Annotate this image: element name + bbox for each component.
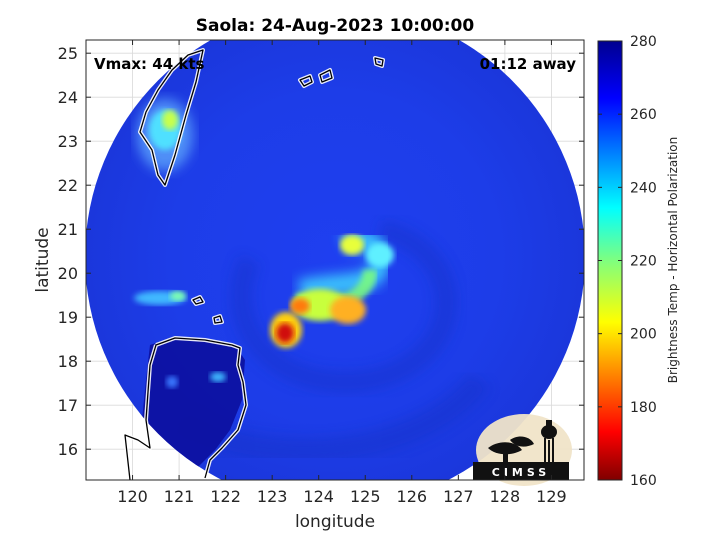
y-tick-label: 20 [58, 264, 78, 283]
colorbar: 160 180 200 220 240 260 280 Brightness Temp - … [597, 34, 680, 489]
time-away-label: 01:12 away [480, 55, 577, 73]
colorbar-tick-label: 220 [630, 254, 657, 270]
x-tick-label: 124 [303, 487, 334, 506]
coastlines [123, 48, 385, 480]
colorbar-label: Brightness Temp - Horizontal Polarizatio… [666, 137, 680, 384]
y-tick-label: 22 [58, 176, 78, 195]
y-tick-label: 24 [58, 88, 78, 107]
x-tick-label: 129 [536, 487, 567, 506]
y-tick-label: 17 [58, 396, 78, 415]
colorbar-tick-label: 280 [630, 34, 657, 50]
satellite-dish-icon [488, 436, 534, 462]
axes-frame [85, 39, 585, 481]
figure-title: Saola: 24-Aug-2023 10:00:00 [196, 16, 475, 36]
y-tick-label: 19 [58, 308, 78, 327]
colorbar-tick-label: 160 [630, 473, 657, 489]
x-tick-label: 125 [350, 487, 381, 506]
x-tick-label: 128 [490, 487, 521, 506]
x-tick-label: 120 [117, 487, 148, 506]
satellite-swath [86, 40, 584, 480]
y-tick-label: 21 [58, 220, 78, 239]
x-tick-label: 122 [210, 487, 241, 506]
x-tick-label: 123 [257, 487, 288, 506]
y-tick-label: 23 [58, 132, 78, 151]
colorbar-tick-label: 240 [630, 180, 657, 196]
x-tick-label: 121 [164, 487, 195, 506]
x-axis-label: longitude [295, 512, 375, 532]
x-tick-label: 127 [443, 487, 474, 506]
axis-ticks: 120 121 122 123 124 125 126 127 128 129 16 17 18 19 20… [58, 40, 584, 506]
x-tick-label: 126 [397, 487, 428, 506]
y-axis-label: latitude [33, 227, 53, 292]
y-tick-label: 16 [58, 440, 78, 459]
colorbar-tick-label: 180 [630, 400, 657, 416]
vmax-label: Vmax: 44 kts [94, 55, 204, 73]
colorbar-ticks: 160 180 200 220 240 260 280 [598, 34, 657, 489]
y-tick-label: 25 [58, 44, 78, 63]
cimss-logo: CIMSS [473, 414, 572, 486]
colorbar-tick-label: 260 [630, 107, 657, 123]
colorbar-tick-label: 200 [630, 327, 657, 343]
water-tower-icon [541, 420, 557, 462]
logo-text: CIMSS [492, 466, 550, 479]
y-tick-label: 18 [58, 352, 78, 371]
